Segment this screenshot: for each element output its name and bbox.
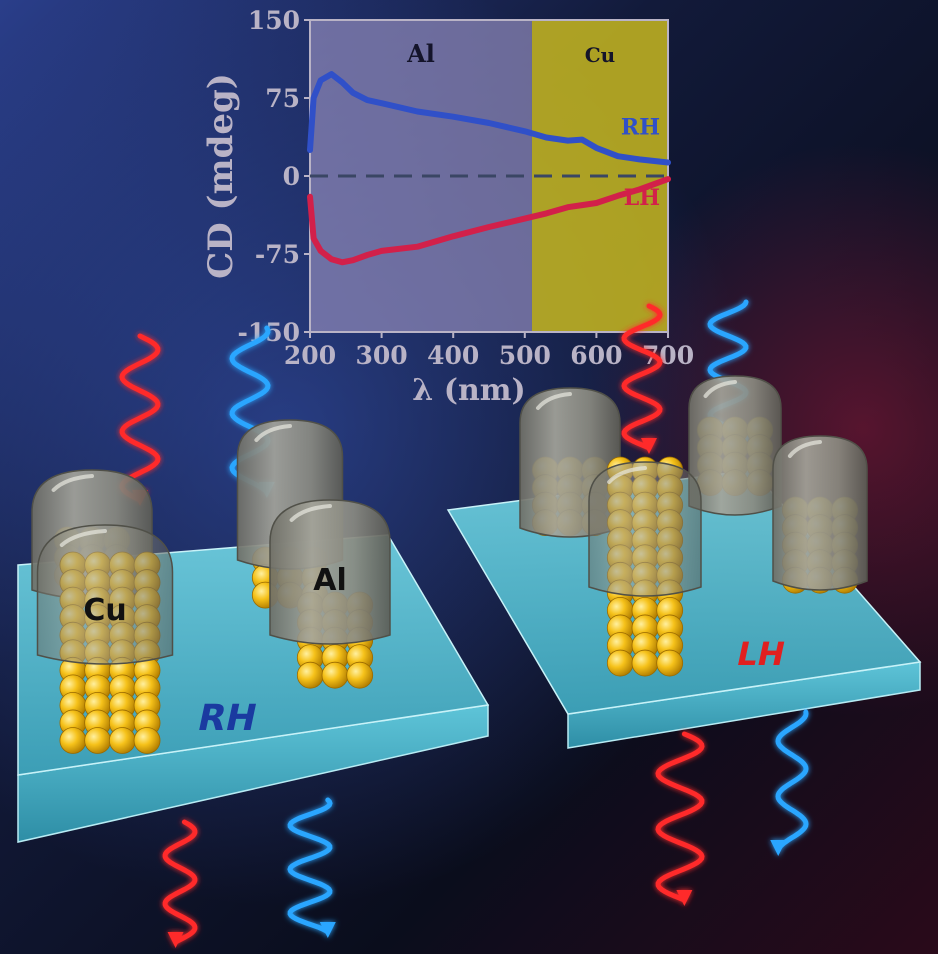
x-tick-label: 500 <box>499 341 551 370</box>
region-label-cu: Cu <box>585 43 615 67</box>
transmitted-wave-blue-left <box>287 797 336 938</box>
y-axis-label: CD (mdeg) <box>201 73 241 279</box>
y-tick-label: 150 <box>248 6 300 35</box>
series-label-rh: RH <box>621 114 660 140</box>
al-cap-front <box>269 499 391 645</box>
region-label-al: Al <box>406 39 435 68</box>
series-label-lh: LH <box>624 185 660 211</box>
transmitted-wave-red-left <box>162 819 198 948</box>
nanostructure-illustration: Cu Al RH LH <box>17 299 922 948</box>
incident-wave-red-right <box>621 303 663 454</box>
y-tick-label: -75 <box>255 240 300 269</box>
x-tick-label: 200 <box>284 341 336 370</box>
label-cu: Cu <box>83 593 126 628</box>
x-tick-label: 600 <box>570 341 622 370</box>
x-tick-label: 300 <box>356 341 408 370</box>
series-line-rh <box>307 71 671 166</box>
plate-label-lh: LH <box>733 635 788 673</box>
transmitted-wave-red-right <box>655 731 705 906</box>
cu-shell-cap <box>36 524 174 665</box>
transmitted-wave-blue-right <box>770 709 809 856</box>
al-cap-right-side <box>772 435 868 591</box>
y-tick-label: 75 <box>265 84 300 113</box>
x-tick-label: 400 <box>427 341 479 370</box>
series-line-lh <box>307 176 671 266</box>
label-al: Al <box>313 563 347 598</box>
al-cap-right-back-2 <box>688 375 782 516</box>
cu-shell-cap-right <box>588 461 702 597</box>
y-tick-label: 0 <box>283 162 300 191</box>
x-axis-label: λ (nm) <box>412 373 525 408</box>
plate-label-rh: RH <box>194 696 261 739</box>
